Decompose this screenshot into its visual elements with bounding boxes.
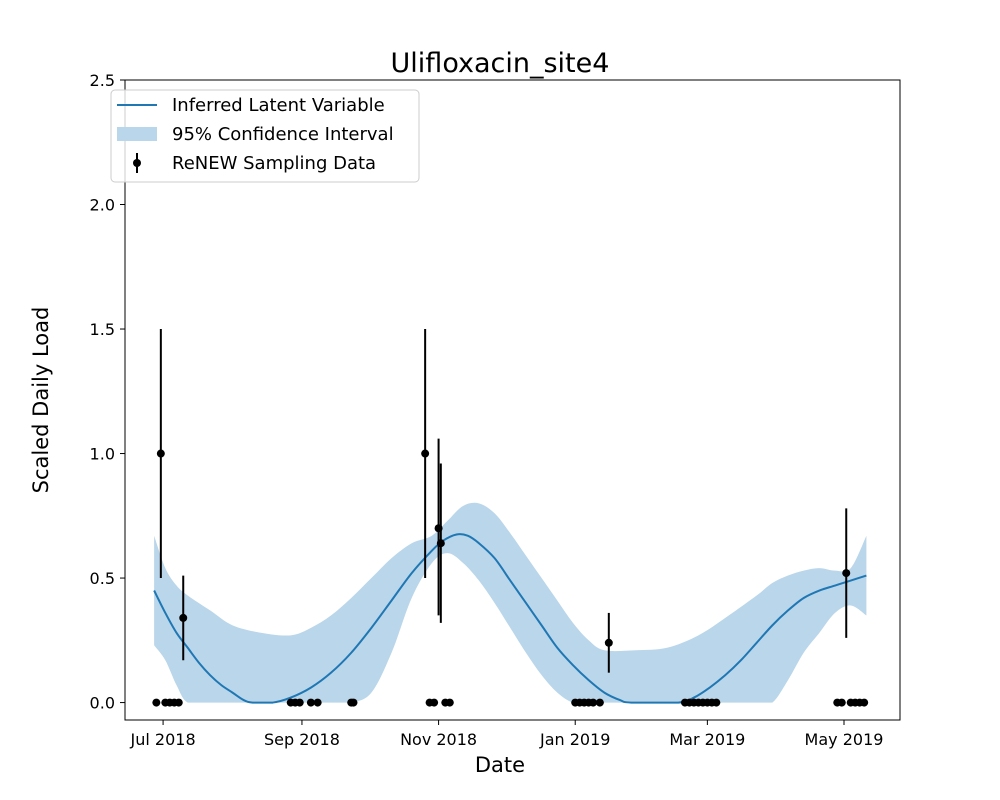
latent-line-layer	[153, 533, 867, 704]
y-tick-label: 0.5	[90, 569, 115, 588]
y-tick-label: 1.5	[90, 320, 115, 339]
legend-label-points: ReNEW Sampling Data	[172, 153, 376, 174]
legend-label-line: Inferred Latent Variable	[172, 95, 385, 116]
sampling-point	[349, 698, 358, 707]
confidence-interval-band	[154, 502, 867, 703]
y-axis-ticks: 0.0 0.5 1.0 1.5 2.0 2.5	[90, 71, 125, 713]
x-axis-ticks: Jul 2018 Sep 2018 Nov 2018 Jan 2019 Mar 2019…	[130, 720, 884, 749]
sampling-point	[430, 698, 439, 707]
sampling-point	[595, 698, 604, 707]
sampling-point	[156, 449, 165, 458]
sampling-point	[604, 638, 613, 647]
sampling-point	[860, 698, 869, 707]
y-tick-label: 2.0	[90, 196, 115, 215]
legend-band-swatch	[117, 127, 157, 141]
sampling-point	[445, 698, 454, 707]
sampling-point	[712, 698, 721, 707]
sampling-point	[837, 698, 846, 707]
latent-variable-line	[153, 533, 867, 704]
y-axis-label: Scaled Daily Load	[29, 307, 53, 494]
sampling-point	[842, 569, 851, 578]
sampling-point	[152, 698, 161, 707]
x-tick-label: Nov 2018	[400, 730, 477, 749]
plot-frame	[124, 79, 901, 721]
x-tick-label: Jul 2018	[130, 730, 196, 749]
chart-title: Ulifloxacin_site4	[391, 48, 610, 79]
sampling-point	[179, 613, 188, 622]
plot-area	[152, 329, 869, 707]
legend-box	[110, 89, 420, 183]
sampling-points-layer	[152, 329, 869, 707]
y-tick-label: 2.5	[90, 71, 115, 90]
sampling-point	[436, 539, 445, 548]
sampling-point	[174, 698, 183, 707]
sampling-point	[313, 698, 322, 707]
sampling-point	[589, 698, 598, 707]
sampling-point	[421, 449, 430, 458]
confidence-band-layer	[154, 502, 867, 703]
y-tick-label: 0.0	[90, 694, 115, 713]
x-axis-label: Date	[475, 753, 525, 777]
x-tick-label: Mar 2019	[669, 730, 745, 749]
legend-point-swatch	[133, 159, 141, 167]
y-tick-label: 1.0	[90, 445, 115, 464]
sampling-point	[306, 698, 315, 707]
x-tick-label: May 2019	[805, 730, 884, 749]
sampling-point	[295, 698, 304, 707]
x-tick-label: Jan 2019	[539, 730, 610, 749]
legend: Inferred Latent Variable 95% Confidence …	[110, 89, 420, 183]
x-tick-label: Sep 2018	[264, 730, 340, 749]
legend-label-band: 95% Confidence Interval	[172, 124, 394, 145]
